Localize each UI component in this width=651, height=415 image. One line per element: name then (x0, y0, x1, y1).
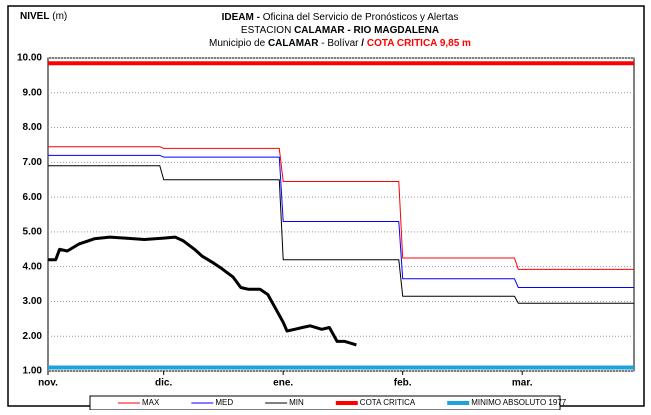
series-line (48, 235, 357, 347)
legend-label: MIN (289, 398, 304, 407)
title-line: ESTACION CALAMAR - RIO MAGDALENA (241, 25, 439, 36)
title-line: Municipio de CALAMAR - Bolívar / COTA CR… (209, 38, 471, 49)
legend-label: COTA CRITICA (360, 398, 416, 407)
x-tick-label: nov. (38, 378, 58, 389)
frame (7, 5, 645, 407)
y-tick-label: 9.00 (23, 87, 43, 98)
y-tick-label: 4.00 (23, 261, 43, 272)
x-tick-label: feb. (394, 378, 412, 389)
x-tick-label: mar. (512, 378, 533, 389)
series-line (48, 154, 634, 288)
series-line (48, 146, 634, 270)
y-tick-label: 2.00 (23, 331, 43, 342)
y-label: NIVEL (m) (20, 11, 67, 22)
x-tick-label: dic. (155, 378, 172, 389)
y-tick-label: 7.00 (23, 157, 43, 168)
y-tick-label: 6.00 (23, 192, 43, 203)
plot-area (47, 57, 635, 372)
y-tick-label: 10.00 (17, 53, 42, 64)
legend-label: MED (215, 398, 233, 407)
y-tick-label: 5.00 (23, 227, 43, 238)
y-tick-label: 1.00 (23, 366, 43, 377)
y-tick-label: 3.00 (23, 296, 43, 307)
y-tick-label: 8.00 (23, 122, 43, 133)
series-line (48, 165, 634, 304)
legend-label: MAX (142, 398, 160, 407)
legend-label: MINIMO ABSOLUTO 1977 (471, 398, 567, 407)
title-line: IDEAM - Oficina del Servicio de Pronósti… (222, 12, 459, 23)
x-tick-label: ene. (273, 378, 293, 389)
